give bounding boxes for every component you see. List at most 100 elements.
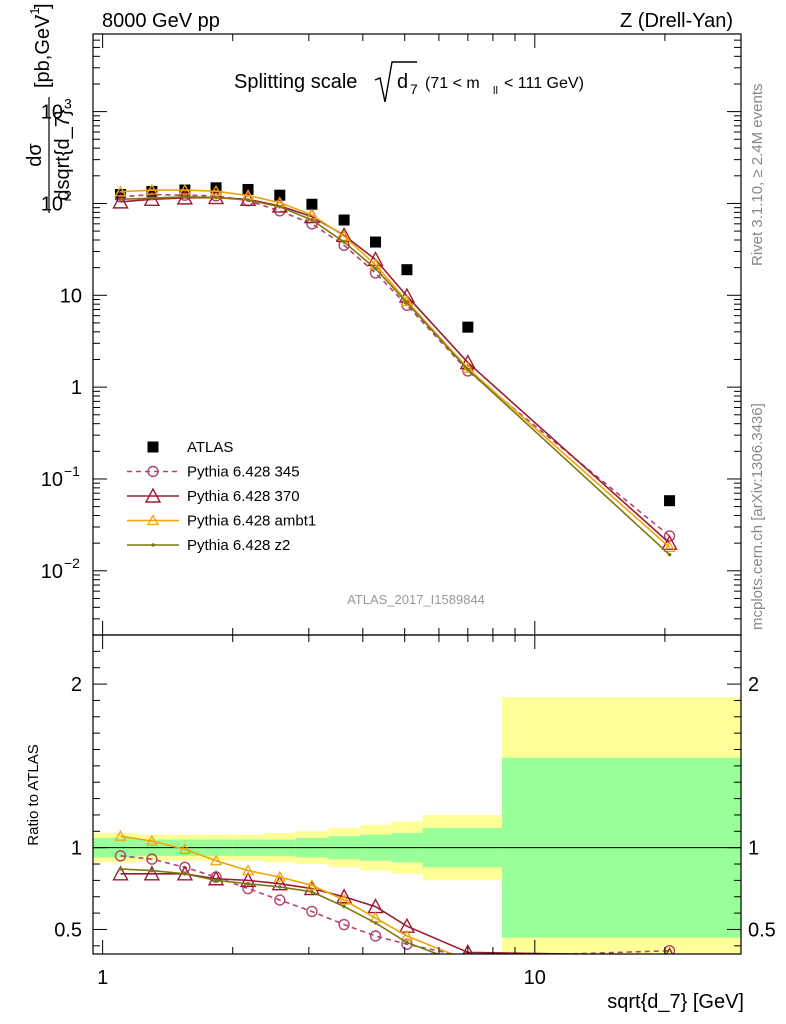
series-ambt1 [114, 183, 676, 553]
ratio-y-tick-label-right: 2 [748, 674, 759, 696]
ratio-point [273, 870, 286, 882]
ylabel-exponent: -1 [27, 7, 42, 19]
series-point [150, 196, 154, 201]
ratio-point [338, 918, 350, 931]
legend-marker [144, 487, 162, 503]
ratio-point [118, 867, 123, 871]
ratio-y-tick-label: 1 [71, 838, 82, 860]
x-tick-label: 1 [97, 967, 108, 989]
ratio-line [120, 868, 440, 954]
legend-entry-z2: Pythia 6.428 z2 [127, 537, 290, 554]
ratio-point [112, 865, 129, 881]
data-point [338, 214, 350, 226]
ratio-point [146, 853, 158, 865]
series-point [667, 552, 672, 557]
ratio-point [310, 890, 314, 894]
title-subscript: 7 [410, 81, 418, 97]
series-line [120, 196, 671, 556]
ratio-point [342, 904, 346, 909]
title-range-end: < 111 GeV) [504, 75, 584, 92]
y-tick-label: 10 [41, 193, 63, 215]
ratio-y-tick-label: 2 [71, 674, 82, 696]
ratio-point [246, 881, 250, 886]
ratio-point [178, 842, 191, 854]
process-label: Z (Drell-Yan) [620, 10, 733, 32]
data-point [210, 182, 222, 194]
ratio-point [462, 943, 474, 954]
ratio-point [239, 871, 257, 888]
ratio-y-tick-label: 0.5 [54, 919, 82, 941]
ratio-series-ambt1 [114, 829, 454, 954]
ratio-point [373, 921, 378, 925]
ylabel-unit: [pb,GeV [32, 14, 54, 88]
legend-entry-data: ATLAS [147, 439, 233, 456]
main-y-axis-label: dσ dsqrt{d_7} [pb,GeV -1 ] [24, 3, 74, 213]
legend-marker [147, 441, 159, 453]
ratio-point [405, 940, 409, 945]
ratio-series-p345 [114, 850, 676, 954]
data-point [462, 321, 474, 333]
data-point [370, 236, 382, 248]
x-tick-label: 10 [524, 967, 546, 989]
ratio-point [306, 905, 318, 918]
series-point [342, 240, 346, 244]
ratio-point [145, 834, 158, 846]
legend-label: Pythia 6.428 z2 [187, 537, 290, 554]
y-tick-label: 10 [41, 102, 63, 124]
series-point [178, 183, 191, 195]
ratio-point [274, 894, 286, 906]
y-tick-exponent: 3 [64, 96, 72, 112]
ratio-point [207, 870, 225, 886]
ratio-point [277, 885, 282, 889]
ratio-point [305, 878, 319, 890]
series-point [663, 541, 676, 553]
data-point [306, 198, 318, 210]
series-z2 [118, 195, 672, 557]
y-tick-label: 10 [41, 469, 63, 491]
y-tick-exponent: −2 [64, 555, 80, 571]
legend-label: Pythia 6.428 345 [187, 464, 300, 481]
main-title: Splitting scale d 7 (71 < m ll < 111 GeV… [234, 61, 584, 103]
series-point [663, 530, 676, 542]
ratio-point [369, 930, 382, 942]
series-point [183, 195, 187, 199]
ratio-point [214, 878, 218, 883]
y-tick-label: 1 [71, 377, 82, 399]
y-tick-label: 10 [41, 561, 63, 583]
rivet-info: Rivet 3.1.10, ≥ 2.4M events [749, 84, 766, 267]
ratio-line [120, 835, 454, 954]
ratio-line [120, 855, 670, 954]
legend-marker [147, 465, 159, 478]
legend-marker [146, 514, 160, 526]
series-point [239, 190, 257, 206]
ratio-point [668, 964, 672, 968]
series-point [373, 266, 378, 271]
series-point [405, 300, 409, 305]
ratio-series-layer [112, 829, 676, 968]
ratio-y-tick-label-right: 1 [748, 838, 759, 860]
series-point [277, 204, 282, 209]
title-d: d [397, 71, 408, 93]
series-point [118, 197, 123, 202]
ratio-point [143, 865, 161, 881]
data-point [401, 264, 413, 276]
series-point [214, 195, 218, 200]
title-main: Splitting scale [234, 71, 357, 93]
ratio-point [183, 872, 187, 876]
y-tick-exponent: 2 [64, 187, 72, 203]
ratio-y-axis-label: Ratio to ATLAS [25, 744, 42, 845]
series-line [120, 189, 671, 548]
title-ll: ll [493, 85, 498, 97]
series-point [114, 185, 127, 197]
series-line [120, 196, 671, 544]
ratio-point [335, 888, 353, 904]
series-data [115, 182, 676, 507]
title-range: (71 < m [425, 75, 480, 92]
legend-label: Pythia 6.428 ambt1 [187, 513, 316, 530]
ratio-y-tick-label-right: 0.5 [748, 919, 776, 941]
data-point [664, 495, 676, 507]
legend-marker [151, 543, 155, 547]
y-tick-label: 10 [60, 285, 82, 307]
